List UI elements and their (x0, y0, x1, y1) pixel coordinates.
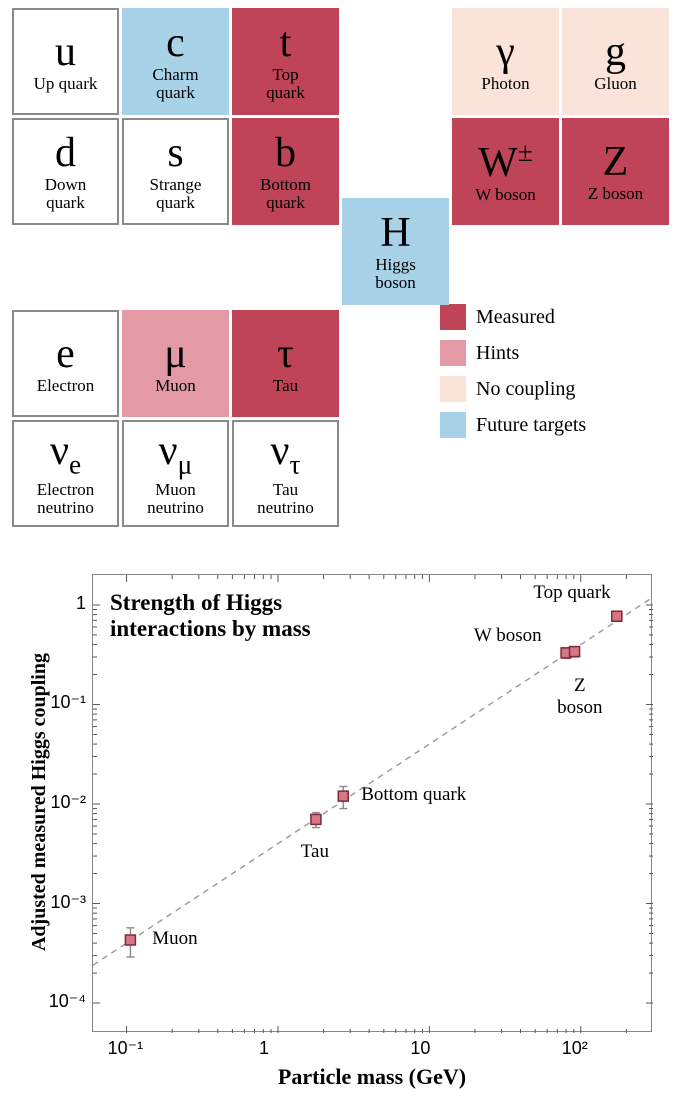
particle-symbol: W± (478, 139, 533, 184)
data-point-z-boson (570, 647, 580, 657)
particle-symbol: b (275, 132, 296, 174)
particle-name: Up quark (34, 75, 98, 93)
legend-swatch (440, 304, 466, 330)
particle-symbol: e (56, 333, 75, 375)
data-point-tau (311, 814, 321, 824)
y-tick-label: 10⁻² (36, 792, 86, 813)
legend-swatch (440, 340, 466, 366)
point-label: Muon (152, 928, 197, 950)
particle-name: Topquark (266, 66, 305, 102)
particle-cell-tau: τ Tau (232, 310, 339, 417)
particle-symbol: s (167, 132, 183, 174)
point-label: W boson (474, 625, 542, 647)
particle-grid: uUp quarkcCharmquarktTopquarkγPhotongGlu… (12, 8, 668, 548)
particle-cell-muon: μ Muon (122, 310, 229, 417)
data-point-top-quark (612, 611, 622, 621)
particle-cell-up-quark: u Up quark (12, 8, 119, 115)
legend-item-no_coupling: No coupling (440, 376, 586, 402)
particle-cell-photon: γ Photon (452, 8, 559, 115)
particle-name: Tau (273, 377, 298, 395)
legend-label: Future targets (476, 414, 586, 437)
legend-label: Hints (476, 342, 519, 365)
y-tick-label: 1 (36, 593, 86, 614)
x-tick-label: 10 (410, 1038, 430, 1059)
point-label: Top quark (533, 582, 610, 604)
particle-name: Muon (155, 377, 196, 395)
particle-cell-higgs: HHiggsboson (342, 198, 449, 305)
particle-cell-top-quark: tTopquark (232, 8, 339, 115)
legend: Measured Hints No coupling Future targets (440, 304, 586, 448)
particle-symbol: t (280, 22, 292, 64)
particle-name: Muonneutrino (147, 481, 204, 517)
particle-name: Z boson (588, 185, 643, 203)
particle-symbol: νe (50, 430, 81, 479)
y-tick-label: 10⁻³ (36, 892, 86, 913)
particle-cell-z-boson: Z Z boson (562, 118, 669, 225)
particle-cell-tau-neutrino: ντTauneutrino (232, 420, 339, 527)
point-label: Bottom quark (361, 784, 466, 806)
particle-cell-down-quark: dDownquark (12, 118, 119, 225)
particle-name: Electronneutrino (37, 481, 95, 517)
point-label: Zboson (545, 675, 615, 719)
particle-symbol: c (166, 22, 185, 64)
y-tick-label: 10⁻⁴ (36, 991, 86, 1012)
particle-name: Higgsboson (375, 256, 416, 292)
particle-name: Electron (37, 377, 95, 395)
particle-cell-electron-neutrino: νeElectronneutrino (12, 420, 119, 527)
scatter-chart: Adjusted measured Higgs coupling Particl… (12, 562, 672, 1102)
legend-item-future: Future targets (440, 412, 586, 438)
particle-symbol: νμ (159, 430, 193, 479)
particle-name: Strangequark (150, 176, 202, 212)
particle-cell-bottom-quark: bBottomquark (232, 118, 339, 225)
legend-label: No coupling (476, 378, 575, 401)
particle-name: Gluon (594, 75, 637, 93)
legend-swatch (440, 376, 466, 402)
particle-symbol: g (605, 31, 626, 73)
particle-cell-electron: e Electron (12, 310, 119, 417)
data-point-bottom-quark (338, 791, 348, 801)
particle-symbol: H (380, 212, 410, 254)
particle-symbol: γ (496, 31, 515, 73)
legend-swatch (440, 412, 466, 438)
particle-name: Photon (481, 75, 529, 93)
particle-name: Downquark (45, 176, 87, 212)
legend-item-hints: Hints (440, 340, 586, 366)
x-tick-label: 10² (562, 1038, 588, 1059)
chart-title: Strength of Higgsinteractions by mass (110, 590, 311, 643)
particle-cell-strange-quark: sStrangequark (122, 118, 229, 225)
x-axis-label: Particle mass (GeV) (92, 1064, 652, 1090)
particle-name: W boson (475, 186, 536, 204)
particle-symbol: μ (164, 333, 187, 375)
legend-item-measured: Measured (440, 304, 586, 330)
legend-label: Measured (476, 306, 555, 329)
particle-symbol: τ (277, 333, 294, 375)
particle-cell-gluon: g Gluon (562, 8, 669, 115)
particle-name: Bottomquark (260, 176, 311, 212)
particle-name: Charmquark (152, 66, 198, 102)
point-label: Tau (280, 841, 350, 863)
particle-cell-w-boson: W± W boson (452, 118, 559, 225)
particle-symbol: d (55, 132, 76, 174)
y-tick-label: 10⁻¹ (36, 692, 86, 713)
x-tick-label: 10⁻¹ (108, 1038, 144, 1059)
x-tick-label: 1 (259, 1038, 269, 1059)
particle-cell-muon-neutrino: νμMuonneutrino (122, 420, 229, 527)
figure: uUp quarkcCharmquarktTopquarkγPhotongGlu… (0, 0, 680, 1110)
particle-symbol: Z (603, 141, 629, 183)
chart-section: Adjusted measured Higgs coupling Particl… (12, 562, 672, 1102)
particle-symbol: ντ (271, 430, 301, 479)
particle-name: Tauneutrino (257, 481, 314, 517)
data-point-muon (125, 935, 135, 945)
particle-symbol: u (55, 31, 76, 73)
particle-cell-charm-quark: cCharmquark (122, 8, 229, 115)
